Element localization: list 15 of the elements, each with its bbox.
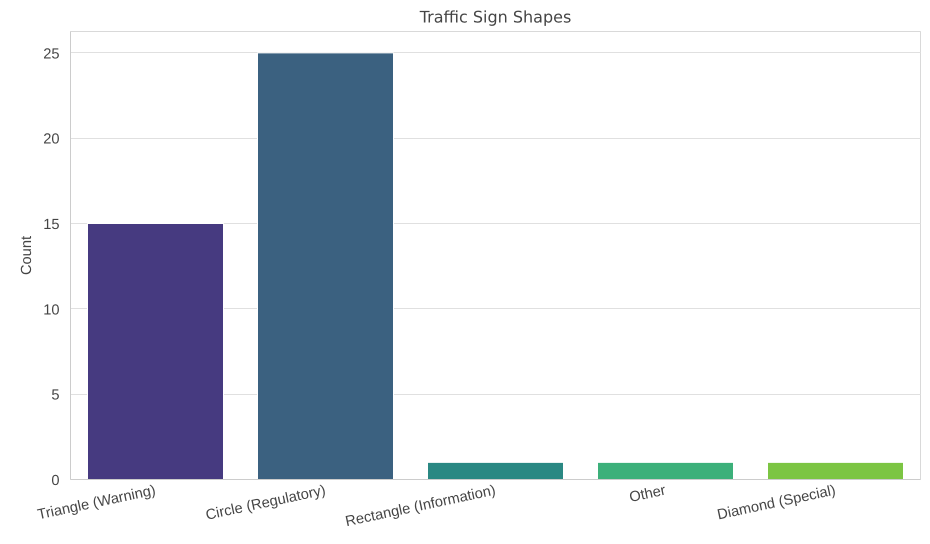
bar: [257, 52, 394, 480]
y-tick-label: 25: [43, 46, 60, 62]
x-tick-label: Diamond (Special): [716, 482, 838, 524]
y-tick-label: 5: [51, 388, 60, 404]
y-tick-label: 10: [43, 302, 60, 318]
bar: [767, 462, 904, 480]
x-tick-label: Other: [628, 482, 668, 506]
y-tick-label: 0: [51, 473, 60, 489]
y-tick-label: 15: [43, 217, 60, 233]
y-tick-label: 20: [43, 132, 60, 148]
bar: [597, 462, 734, 480]
bar: [427, 462, 564, 480]
y-axis-title: Count: [19, 236, 36, 276]
bar: [87, 223, 224, 480]
chart-title: Traffic Sign Shapes: [418, 8, 572, 26]
